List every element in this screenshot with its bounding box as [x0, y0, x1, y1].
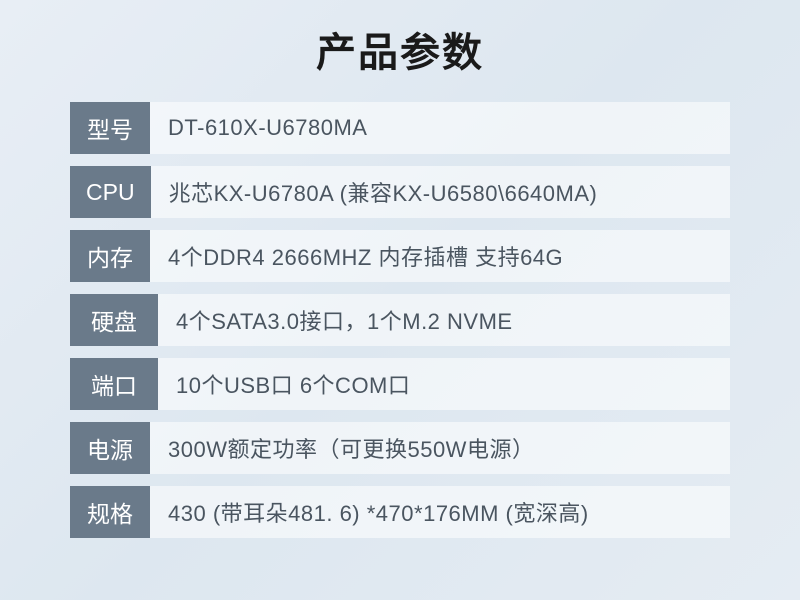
table-row: 内存 4个DDR4 2666MHZ 内存插槽 支持64G [70, 230, 730, 282]
table-row: 规格 430 (带耳朵481. 6) *470*176MM (宽深高) [70, 486, 730, 538]
spec-label-disk: 硬盘 [70, 294, 158, 346]
spec-container: 产品参数 型号 DT-610X-U6780MA CPU 兆芯KX-U6780A … [0, 0, 800, 538]
page-title: 产品参数 [70, 20, 730, 78]
spec-value-ports: 10个USB口 6个COM口 [158, 358, 730, 410]
table-row: 端口 10个USB口 6个COM口 [70, 358, 730, 410]
spec-label-power: 电源 [70, 422, 150, 474]
spec-label-ports: 端口 [70, 358, 158, 410]
spec-label-model: 型号 [70, 102, 150, 154]
spec-value-power: 300W额定功率（可更换550W电源） [150, 422, 730, 474]
spec-label-dimensions: 规格 [70, 486, 150, 538]
spec-value-dimensions: 430 (带耳朵481. 6) *470*176MM (宽深高) [150, 486, 730, 538]
table-row: CPU 兆芯KX-U6780A (兼容KX-U6580\6640MA) [70, 166, 730, 218]
spec-table: 型号 DT-610X-U6780MA CPU 兆芯KX-U6780A (兼容KX… [70, 102, 730, 538]
spec-value-memory: 4个DDR4 2666MHZ 内存插槽 支持64G [150, 230, 730, 282]
spec-label-cpu: CPU [70, 166, 151, 218]
spec-value-disk: 4个SATA3.0接口，1个M.2 NVME [158, 294, 730, 346]
table-row: 型号 DT-610X-U6780MA [70, 102, 730, 154]
table-row: 硬盘 4个SATA3.0接口，1个M.2 NVME [70, 294, 730, 346]
spec-label-memory: 内存 [70, 230, 150, 282]
spec-value-model: DT-610X-U6780MA [150, 102, 730, 154]
spec-value-cpu: 兆芯KX-U6780A (兼容KX-U6580\6640MA) [151, 166, 730, 218]
table-row: 电源 300W额定功率（可更换550W电源） [70, 422, 730, 474]
